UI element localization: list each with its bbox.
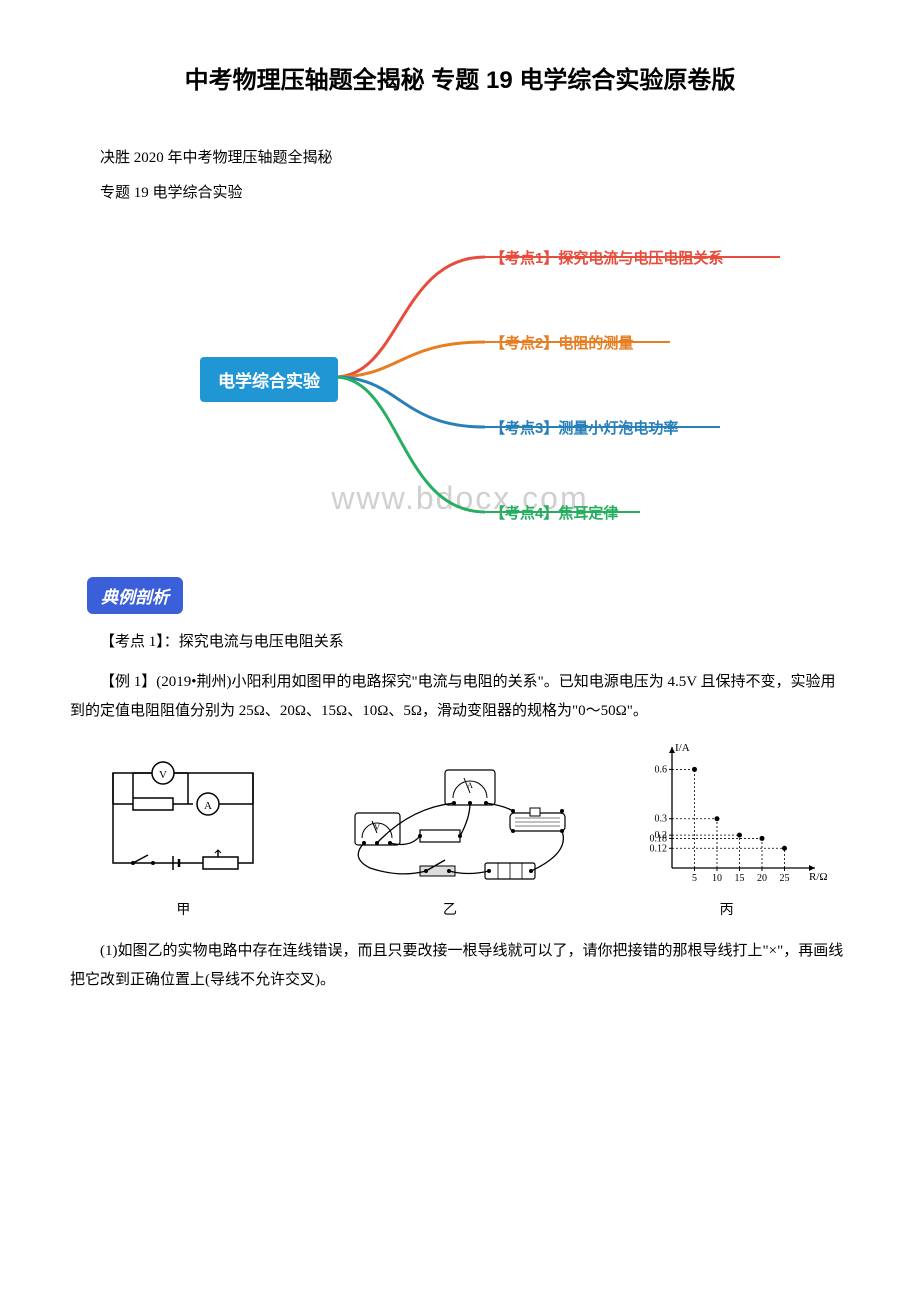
fig-label-jia: 甲 <box>93 899 273 919</box>
mindmap-root: 电学综合实验 <box>200 357 338 402</box>
mindmap-branch-3: 【考点3】测量小灯泡电功率 <box>490 417 678 438</box>
svg-text:15: 15 <box>734 873 744 884</box>
fig-label-bing: 丙 <box>627 899 827 919</box>
svg-text:0.3: 0.3 <box>654 814 667 825</box>
svg-text:0.2: 0.2 <box>654 830 667 841</box>
svg-text:I/A: I/A <box>675 743 690 754</box>
mindmap: www.bdocx.com 电学综合实验 【考点1】探究电流与电压电阻关系 【考… <box>140 227 780 547</box>
svg-text:A: A <box>204 800 212 812</box>
kaodian-1: 【考点 1】：探究电流与电压电阻关系 <box>70 629 850 656</box>
page-title: 中考物理压轴题全揭秘 专题 19 电学综合实验原卷版 <box>70 60 850 95</box>
question-1: (1)如图乙的实物电路中存在连线错误，而且只要改接一根导线就可以了，请你把接错的… <box>70 937 850 994</box>
chart-bing: R/ΩI/A5101520250.120.180.20.30.6 <box>627 743 827 888</box>
svg-text:20: 20 <box>757 873 767 884</box>
intro-line-2: 专题 19 电学综合实验 <box>70 180 850 207</box>
svg-text:V: V <box>374 823 380 832</box>
fig-label-yi: 乙 <box>320 899 580 919</box>
figure-jia: V A 甲 <box>93 758 273 919</box>
circuit-diagram-jia: V A <box>93 758 273 888</box>
svg-text:V: V <box>159 769 167 781</box>
mindmap-branch-1: 【考点1】探究电流与电压电阻关系 <box>490 247 723 268</box>
figure-bing: R/ΩI/A5101520250.120.180.20.30.6 丙 <box>627 743 827 919</box>
mindmap-branch-4: 【考点4】焦耳定律 <box>490 502 618 523</box>
svg-text:R/Ω: R/Ω <box>809 871 827 883</box>
intro-line-1: 决胜 2020 年中考物理压轴题全揭秘 <box>70 145 850 172</box>
figure-row: V A 甲 <box>70 743 850 919</box>
example-1-text: 【例 1】(2019•荆州)小阳利用如图甲的电路探究"电流与电阻的关系"。已知电… <box>70 668 850 725</box>
svg-text:A: A <box>467 781 473 790</box>
svg-text:5: 5 <box>692 873 697 884</box>
mindmap-branch-2: 【考点2】电阻的测量 <box>490 332 633 353</box>
svg-text:0.6: 0.6 <box>654 764 667 775</box>
example-badge: 典例剖析 <box>87 577 183 614</box>
svg-text:0.12: 0.12 <box>649 843 667 854</box>
svg-text:10: 10 <box>712 873 722 884</box>
circuit-physical-yi: V A <box>320 758 580 888</box>
figure-yi: V A <box>320 758 580 919</box>
svg-text:25: 25 <box>779 873 789 884</box>
